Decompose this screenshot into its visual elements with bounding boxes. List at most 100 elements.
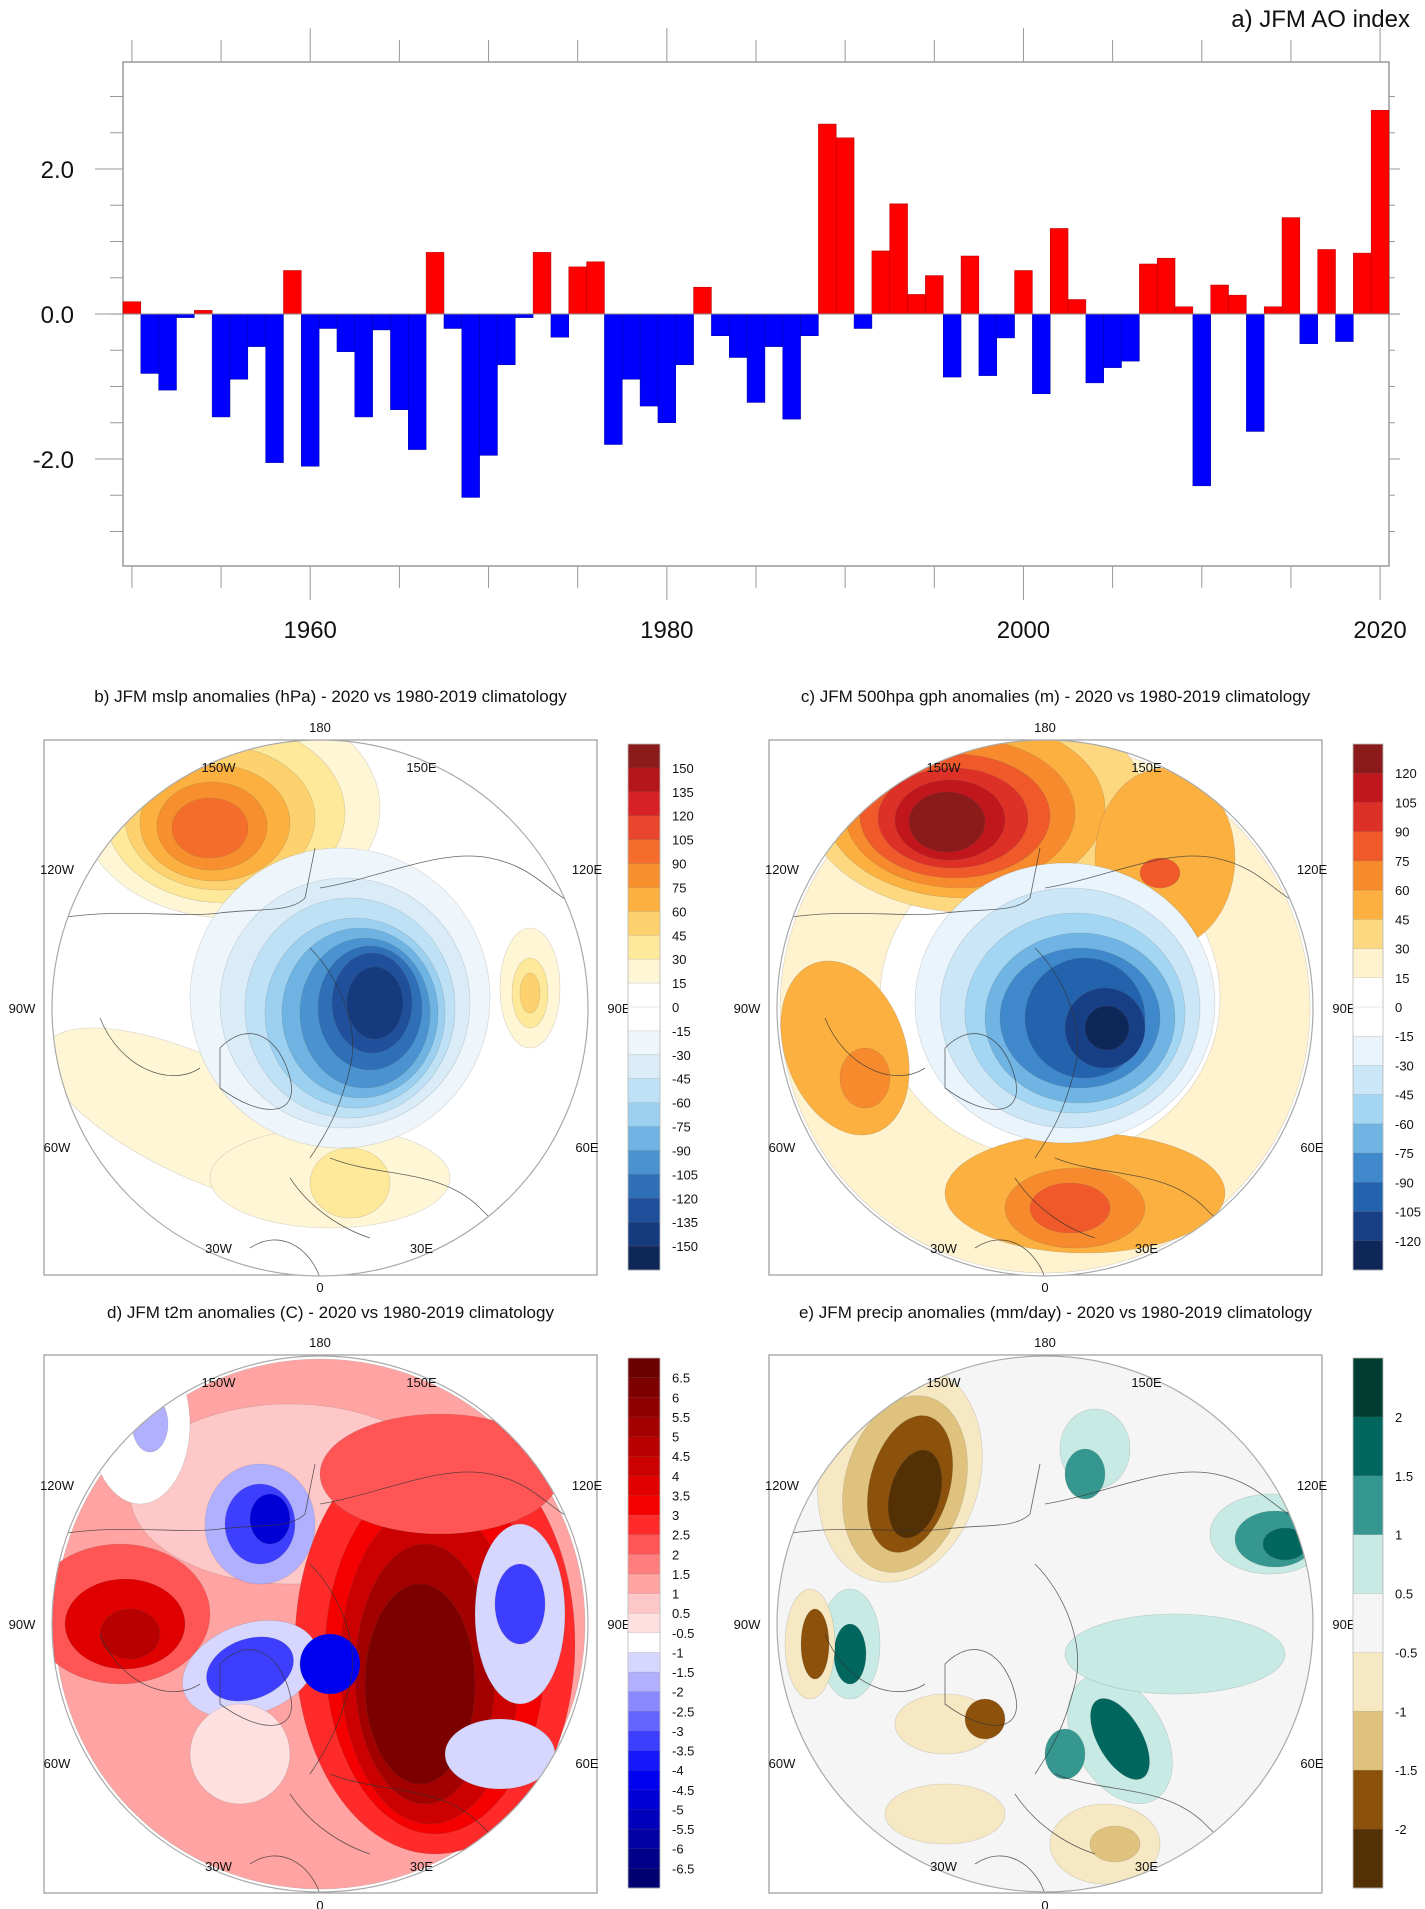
longitude-label: 180 (309, 1335, 331, 1350)
colorbar-label: -15 (672, 1024, 691, 1039)
anomaly-contour (800, 1608, 830, 1680)
ao-index-bar-chart: a) JFM AO index 2.0 0.0 -2.0 1960 1980 2000 2… (33, 6, 1410, 644)
bar-1977 (604, 313, 623, 445)
bar-1954 (194, 310, 213, 315)
colorbar-label: 105 (672, 833, 694, 848)
bar-2001 (1032, 313, 1051, 394)
colorbar-label: 135 (672, 785, 694, 800)
longitude-label: 120E (572, 1478, 603, 1493)
longitude-label: 120E (1297, 862, 1328, 877)
bar-2020 (1370, 110, 1390, 315)
colorbar-swatch (1352, 831, 1384, 862)
longitude-label: 60W (769, 1140, 796, 1155)
coastlines (784, 1463, 1311, 1892)
x-tick-label: 2000 (997, 617, 1050, 644)
bar-1993 (889, 203, 908, 315)
longitude-label: 150W (927, 760, 962, 775)
bar-1957 (247, 313, 266, 347)
colorbar-swatch (1352, 948, 1384, 979)
longitude-label: 60E (1300, 1756, 1323, 1771)
colorbar-label: -1 (1395, 1704, 1407, 1719)
anomaly-contour (189, 1703, 291, 1805)
colorbar-swatch (627, 1102, 661, 1128)
bar-1967 (425, 252, 445, 315)
bar-2016 (1299, 313, 1318, 344)
colorbar-label: -150 (672, 1239, 698, 1254)
colorbar-label: 120 (672, 809, 694, 824)
map-panel-b: b) JFM mslp anomalies (hPa) - 2020 vs 19… (9, 687, 698, 1295)
longitude-label: 90E (607, 1617, 630, 1632)
coastline (99, 1633, 201, 1693)
colorbar-label: -3.5 (672, 1744, 694, 1759)
colorbar-swatch (627, 1054, 661, 1080)
bar-1989 (818, 123, 837, 315)
bar-1968 (443, 313, 463, 329)
map-boundary (776, 1355, 1314, 1893)
coastline (249, 1239, 321, 1276)
colorbar-swatch (627, 815, 661, 841)
colorbar-label: -3 (672, 1724, 684, 1739)
map-title: d) JFM t2m anomalies (C) - 2020 vs 1980-… (107, 1303, 554, 1322)
colorbar-swatch (627, 1221, 661, 1247)
coastline (1014, 1793, 1096, 1855)
colorbar-swatch (1352, 1828, 1384, 1889)
colorbar-label: -60 (1395, 1117, 1414, 1132)
colorbar-label: 2.5 (672, 1528, 690, 1543)
bar-2013 (1246, 313, 1265, 432)
anomaly-contour (1064, 1613, 1286, 1695)
bar-1963 (354, 313, 373, 418)
colorbar-swatch (627, 1126, 661, 1152)
colorbar-label: 45 (1395, 912, 1409, 927)
bar-1965 (390, 313, 409, 410)
colorbar-label: 2 (672, 1547, 679, 1562)
colorbar-swatch (627, 1573, 661, 1595)
colorbar: 1501351201059075604530150-15-30-45-60-75… (627, 743, 698, 1271)
bar-1990 (835, 137, 855, 315)
colorbar-label: -135 (672, 1215, 698, 1230)
longitude-label: 150W (202, 760, 237, 775)
colorbar-label: -5.5 (672, 1822, 694, 1837)
colorbar-swatch (1352, 1711, 1384, 1771)
colorbar-label: -30 (1395, 1058, 1414, 1073)
colorbar-label: 1 (672, 1587, 679, 1602)
longitude-label: 90E (607, 1001, 630, 1016)
colorbar-label: 60 (1395, 883, 1409, 898)
colorbar-label: -2.5 (672, 1704, 694, 1719)
colorbar-swatch (627, 1455, 661, 1477)
bar-1969 (461, 313, 480, 498)
colorbar-label: 120 (1395, 766, 1417, 781)
colorbar-label: -2 (672, 1685, 684, 1700)
colorbar-label: 90 (672, 857, 686, 872)
coastline (1034, 947, 1078, 1159)
bar-1986 (764, 313, 783, 347)
map-panels: b) JFM mslp anomalies (hPa) - 2020 vs 19… (9, 687, 1421, 1909)
longitude-label: 150E (406, 760, 437, 775)
longitude-label: 90E (1332, 1001, 1355, 1016)
bar-1960 (301, 313, 320, 467)
colorbar-label: -30 (672, 1048, 691, 1063)
colorbar-swatch (627, 1809, 661, 1830)
bar-1950 (122, 301, 142, 315)
coastline (1044, 1471, 1311, 1525)
colorbar-label: 150 (672, 761, 694, 776)
colorbar-swatch (627, 1848, 661, 1869)
bar-2010 (1192, 313, 1211, 487)
colorbar-label: -45 (1395, 1088, 1414, 1103)
colorbar-label: 30 (672, 952, 686, 967)
bar-2000 (1014, 270, 1033, 315)
coastline (289, 1177, 371, 1239)
colorbar-label: -90 (672, 1143, 691, 1158)
bar-1976 (586, 261, 605, 315)
x-tick-label: 1980 (640, 617, 693, 644)
longitude-label: 60E (575, 1140, 598, 1155)
colorbar-frame (1352, 743, 1384, 1271)
colorbar-label: 4.5 (672, 1449, 690, 1464)
colorbar-swatch (1352, 860, 1384, 891)
colorbar-swatch (627, 1377, 661, 1398)
longitude-label: 90W (734, 1001, 761, 1016)
coastline (249, 1855, 321, 1892)
colorbar-swatch (1352, 1065, 1384, 1096)
longitude-label: 180 (1034, 720, 1056, 735)
bar-1962 (336, 313, 356, 352)
